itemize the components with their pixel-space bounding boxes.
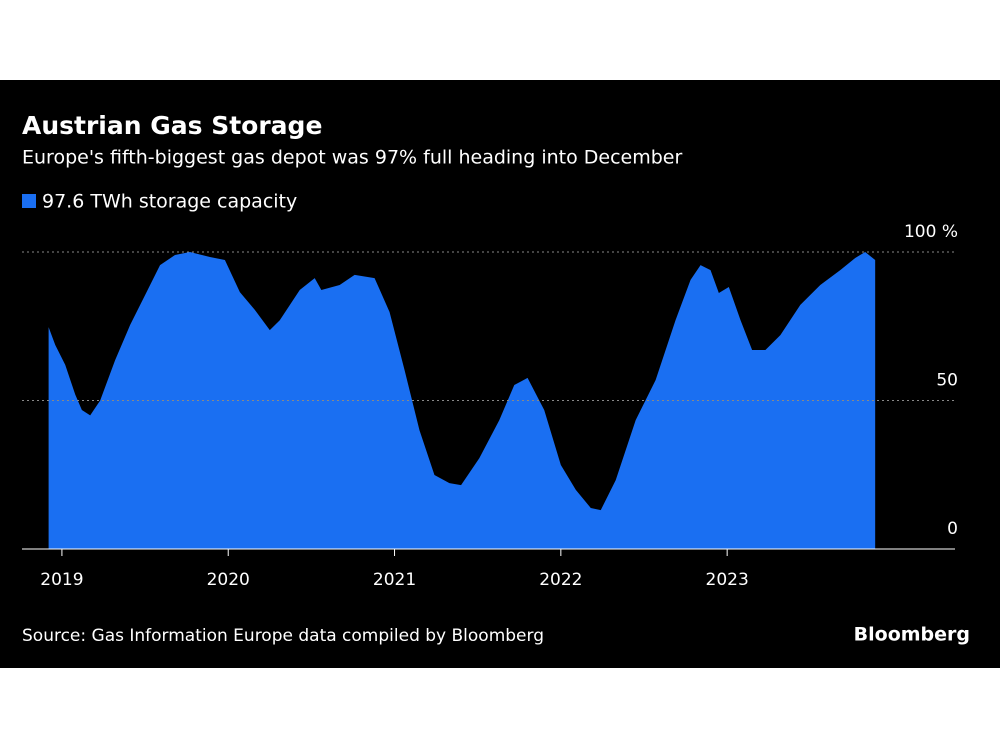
legend-label: 97.6 TWh storage capacity	[42, 191, 297, 213]
y-tick-label: 100 %	[904, 222, 958, 242]
y-tick-label: 50	[936, 371, 958, 391]
credit: Bloomberg	[854, 624, 970, 646]
legend-swatch	[22, 194, 36, 208]
x-tick-label: 2023	[706, 570, 749, 590]
chart-title: Austrian Gas Storage	[22, 111, 322, 140]
chart-subtitle: Europe's fifth-biggest gas depot was 97%…	[22, 147, 682, 169]
x-tick-label: 2020	[207, 570, 250, 590]
area	[48, 252, 876, 549]
y-tick-label: 0	[947, 519, 958, 539]
x-tick-label: 2019	[40, 570, 83, 590]
x-tick-label: 2021	[373, 570, 416, 590]
x-tick-label: 2022	[539, 570, 582, 590]
source: Source: Gas Information Europe data comp…	[22, 626, 544, 646]
